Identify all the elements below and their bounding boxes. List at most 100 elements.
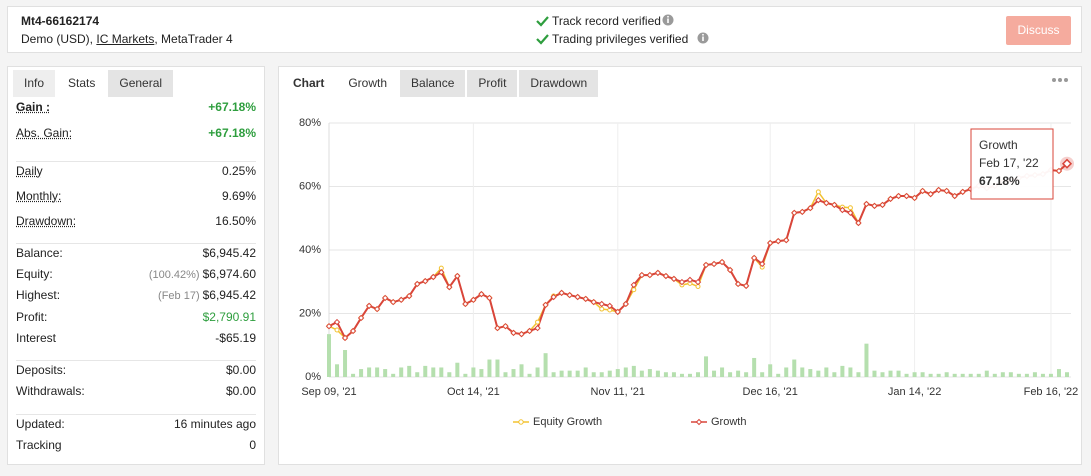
tab[interactable]: Drawdown [519,70,599,97]
stat-value-wrap: 16.50% [215,214,256,228]
daily-bar [407,365,412,377]
daily-bar [976,373,981,377]
growth-marker [630,281,638,289]
growth-marker [702,261,710,269]
growth-marker [389,298,397,306]
daily-bar [768,364,773,377]
growth-marker [574,293,581,301]
growth-marker [734,280,742,288]
separator [16,243,256,244]
daily-bar [327,334,331,377]
growth-marker [478,290,485,298]
daily-bar [728,372,733,377]
growth-marker [333,318,341,326]
stat-label: Withdrawals: [16,384,85,398]
daily-bar [415,372,420,377]
equity-marker [535,319,541,325]
growth-marker [895,192,902,200]
stat-value-wrap: 16 minutes ago [174,417,256,431]
growth-marker [470,296,477,304]
stat-row: Abs. Gain: +67.18% [16,126,256,140]
tab[interactable]: Growth [337,70,399,97]
x-tick-label: Oct 14, '21 [447,386,500,398]
daily-bar [1040,373,1045,377]
growth-marker [542,301,549,309]
stat-value: $6,945.42 [202,246,256,260]
growth-marker [887,195,894,203]
daily-bar [383,369,388,377]
broker-link[interactable]: IC Markets [96,32,155,46]
daily-bar [543,353,548,377]
equity-marker [631,287,637,293]
daily-bar [391,373,396,377]
growth-marker [726,266,734,274]
daily-bar [1032,372,1037,377]
daily-bar [984,370,989,377]
stat-row: Drawdown: 16.50% [16,214,256,228]
stat-value: $6,974.60 [202,267,256,282]
legend-label: Equity Growth [533,416,602,428]
x-tick-label: Nov 11, '21 [591,386,645,398]
daily-bar [655,370,660,377]
growth-marker [486,294,493,302]
stat-row: Updated: 16 minutes ago [16,417,256,431]
tab[interactable]: General [108,70,174,97]
growth-marker [686,276,694,284]
detail: Demo (USD), [21,32,94,46]
tab[interactable]: Info [13,70,56,97]
daily-bar [960,373,965,377]
separator [16,161,256,162]
stat-value-wrap: $6,945.42 [203,246,256,260]
separator [16,414,256,415]
daily-bar [696,372,700,377]
daily-bar [832,372,837,377]
daily-bar [872,370,877,377]
daily-bar [671,372,676,377]
daily-bar [607,370,612,377]
tab[interactable]: Balance [400,70,466,97]
details: Demo (USD), IC Markets, MetaTrader 4 [21,32,233,46]
daily-bar [1056,369,1061,377]
stat-value: 0.25% [221,164,256,178]
growth-marker [622,300,630,308]
daily-bar [399,367,404,377]
daily-bar [583,367,588,377]
stat-label: Daily [16,164,43,178]
daily-bar [623,367,628,377]
stat-row: Tracking 0 [16,438,256,452]
growth-marker [903,192,910,200]
daily-bar [439,367,444,377]
growth-marker [951,192,958,200]
tab[interactable]: Profit [467,70,518,97]
stat-value-wrap: +67.18% [208,126,256,140]
growth-marker [879,201,886,209]
stat-value-wrap: (100.42%) $6,974.60 [149,267,256,281]
discuss-button[interactable]: Discuss [1006,16,1071,45]
stat-value: 16 minutes ago [173,417,256,431]
stat-value-wrap: $0.00 [226,363,256,377]
growth-marker [662,272,670,280]
growth-marker [935,186,942,194]
growth-marker [847,209,854,217]
stat-value-wrap: $2,790.91 [203,310,256,324]
stat-value-wrap: $0.00 [226,384,256,398]
growth-marker [325,322,333,330]
daily-bar [792,359,797,377]
stat-label: Interest [16,330,57,345]
growth-marker [646,271,654,279]
menu-icon[interactable] [1051,75,1071,85]
tooltip-box [970,128,1054,200]
stat-label: Gain : [16,100,51,114]
daily-bar [720,367,725,377]
growth-marker [791,209,798,217]
growth-marker [670,275,678,283]
growth-marker [373,305,381,313]
growth-marker [855,219,862,227]
detail: , MetaTrader 4 [154,32,233,46]
tab[interactable]: Stats [57,70,107,97]
stat-note: (Feb 17) [158,290,200,303]
stat-row: Equity: (100.42%) $6,974.60 [16,267,256,281]
verification: Track record verified [552,14,661,28]
daily-bar [487,359,492,377]
stat-label: Highest: [16,288,61,303]
